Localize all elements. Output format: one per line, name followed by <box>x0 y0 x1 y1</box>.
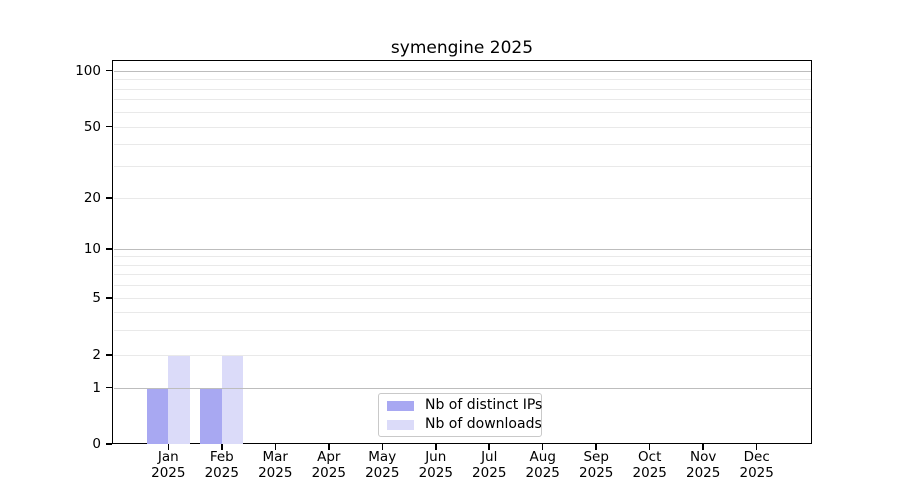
x-axis-tick-label: Mar 2025 <box>258 449 293 481</box>
gridline-minor <box>113 198 811 199</box>
x-tick-mark <box>541 444 544 450</box>
y-tick-mark <box>106 69 112 72</box>
y-axis-tick-label: 1 <box>92 379 101 396</box>
gridline-minor <box>113 79 811 80</box>
bar-distinct-ips <box>200 387 222 444</box>
gridline-minor <box>113 285 811 287</box>
y-axis-tick-label: 10 <box>83 241 101 257</box>
gridline-minor <box>113 274 811 276</box>
legend: Nb of distinct IPs Nb of downloads <box>378 393 542 437</box>
legend-item-downloads: Nb of downloads <box>385 415 542 434</box>
y-axis-tick-label: 50 <box>83 118 101 135</box>
gridline-minor <box>113 111 811 113</box>
gridline-minor <box>113 166 811 168</box>
plot-area <box>112 60 812 444</box>
gridline-minor <box>113 355 811 356</box>
x-tick-mark <box>381 444 383 450</box>
legend-label-downloads: Nb of downloads <box>425 416 542 432</box>
x-tick-mark <box>755 444 758 450</box>
gridline-major <box>113 387 811 389</box>
gridline-minor <box>113 256 811 258</box>
gridline-minor <box>113 126 811 128</box>
bar-distinct-ips <box>146 387 169 444</box>
y-tick-mark <box>106 125 112 128</box>
x-tick-mark <box>221 444 223 450</box>
x-axis-tick-label: Apr 2025 <box>311 449 346 481</box>
legend-swatch-distinct-ips <box>387 400 414 411</box>
x-axis-tick-label: Aug 2025 <box>525 449 560 481</box>
x-axis-tick-label: Nov 2025 <box>686 449 721 481</box>
gridline-minor <box>113 143 811 145</box>
chart-title: symengine 2025 <box>390 38 534 58</box>
gridline-major <box>113 70 811 72</box>
y-axis-tick-label: 20 <box>83 190 101 206</box>
y-axis-tick-label: 100 <box>75 62 101 79</box>
y-tick-mark <box>106 197 112 199</box>
y-tick-mark <box>106 354 112 356</box>
y-tick-mark <box>106 443 112 445</box>
y-axis-tick-label: 0 <box>92 436 101 452</box>
legend-item-distinct-ips: Nb of distinct IPs <box>385 396 542 415</box>
y-axis-tick-label: 2 <box>92 347 101 363</box>
legend-label-distinct-ips: Nb of distinct IPs <box>425 397 543 413</box>
x-tick-mark <box>167 444 170 450</box>
x-tick-mark <box>648 444 651 450</box>
bar-downloads <box>221 355 244 444</box>
gridline-minor <box>113 99 811 101</box>
x-axis-tick-label: Dec 2025 <box>739 449 774 481</box>
x-axis-tick-label: Jul 2025 <box>472 449 507 481</box>
y-axis-tick-label: 5 <box>92 290 101 306</box>
gridline-minor <box>113 329 811 331</box>
x-tick-mark <box>435 444 437 450</box>
y-tick-mark <box>106 386 112 389</box>
x-axis-tick-label: Oct 2025 <box>632 449 667 481</box>
gridline-major <box>113 249 811 250</box>
x-tick-mark <box>274 444 277 450</box>
gridline-minor <box>113 298 811 299</box>
gridline-minor <box>113 311 811 313</box>
gridline-minor <box>113 88 811 90</box>
x-tick-mark <box>595 444 597 450</box>
gridline-minor <box>113 264 811 266</box>
y-tick-mark <box>106 248 112 250</box>
x-tick-mark <box>328 444 330 450</box>
x-axis-tick-label: May 2025 <box>365 449 400 481</box>
x-axis-tick-label: Feb 2025 <box>204 449 239 481</box>
y-tick-mark <box>106 297 112 299</box>
x-axis-tick-label: Jun 2025 <box>418 449 453 481</box>
x-tick-mark <box>702 444 704 450</box>
x-axis-tick-label: Sep 2025 <box>579 449 614 481</box>
x-tick-mark <box>488 444 490 450</box>
x-axis-tick-label: Jan 2025 <box>151 449 186 481</box>
bar-downloads <box>168 355 190 444</box>
legend-swatch-downloads <box>387 419 414 430</box>
